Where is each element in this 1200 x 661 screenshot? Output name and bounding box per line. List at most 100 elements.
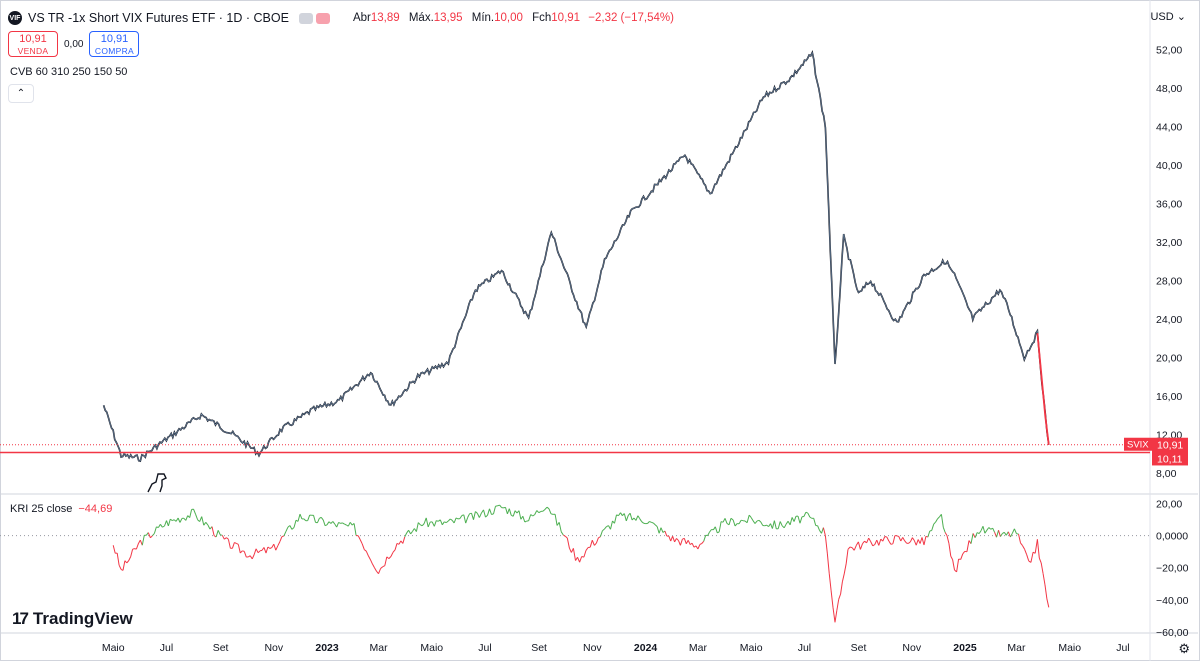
symbol-logo[interactable]: VIF [8,11,22,25]
price-tick-label: 20,00 [1156,352,1182,364]
oscillator-segment [986,527,990,531]
price-tick-label: 36,00 [1156,198,1182,210]
oscillator-segment [361,543,365,550]
oscillator-legend[interactable]: KRI 25 close −44,69 [10,503,112,515]
oscillator-segment [998,530,1001,537]
oscillator-segment [220,534,223,536]
oscillator-segment [463,514,467,524]
oscillator-segment [756,519,760,522]
chart-header: VIF VS TR -1x Short VIX Futures ETF · 1D… [8,7,674,29]
chevron-up-icon[interactable]: ⌃ [8,84,34,103]
oscillator-segment [679,539,683,546]
oscillator-segment [530,514,534,517]
buy-button[interactable]: 10,91 COMPRA [89,31,140,57]
oscillator-segment [994,532,997,538]
oscillator-segment [948,543,952,557]
oscillator-segment [676,538,679,541]
oscillator-segment [112,545,116,554]
sell-button[interactable]: 10,91 VENDA [8,31,58,57]
oscillator-segment [445,520,449,523]
time-tick-label: Nov [902,642,921,654]
oscillator-segment [265,546,269,554]
oscillator-segment [668,535,672,542]
oscillator-segment [878,538,882,546]
oscillator-segment [942,527,946,533]
eye-toggle-icon[interactable] [298,12,313,24]
line-price-box [1152,451,1188,466]
oscillator-segment [394,543,398,550]
oscillator-segment [1044,584,1048,599]
oscillator-segment [857,541,861,550]
oscillator-segment [349,522,353,526]
oscillator-segment [226,537,229,540]
oscillator-segment [595,537,599,544]
oscillator-segment [616,514,619,517]
oscillator-segment [205,521,209,526]
oscillator-segment [402,536,406,544]
oscillator-segment [147,532,151,538]
oscillator-segment [614,514,617,524]
oscillator-segment [577,557,581,563]
oscillator-segment [1042,573,1046,585]
time-tick-label: Mar [689,642,708,654]
oscillator-segment [134,548,137,550]
oscillator-segment [771,520,775,529]
oscillator-segment [431,521,435,527]
oscillator-segment [122,560,126,571]
oscillator-segment [976,532,980,535]
oscillator-segment [845,549,849,564]
oscillator-segment [960,553,964,560]
symbol-title[interactable]: VS TR -1x Short VIX Futures ETF · 1D · C… [28,11,289,25]
oscillator-segment [575,556,578,561]
oscillator-segment [1013,528,1017,534]
approx-icon[interactable] [315,12,330,24]
oscillator-segment [179,518,183,523]
buy-price: 10,91 [100,33,129,45]
oscillator-segment [859,543,863,550]
oscillator-segment [629,513,633,521]
oscillator-segment [255,548,259,553]
oscillator-segment [467,513,471,518]
oscillator-segment [152,533,155,537]
brand-name: TradingView [32,609,133,628]
oscillator-segment [568,547,572,553]
oscillator-segment [307,514,311,521]
oscillator-segment [269,547,273,549]
tradingview-logo[interactable]: 17 TradingView [12,609,133,629]
main-indicator-label[interactable]: CVB 60 310 250 150 50 [10,66,128,78]
oscillator-segment [277,541,281,547]
chevron-down-icon: ⌄ [1176,11,1186,23]
oscillator-segment [836,599,840,611]
oscillator-segment [714,526,718,534]
oscillator-segment [770,523,773,529]
oscillator-segment [758,519,762,523]
oscillator-segment [201,516,205,526]
oscillator-segment [843,563,847,574]
oscillator-segment [649,521,652,523]
oscillator-segment [591,540,595,546]
oscillator-segment [896,535,899,537]
oscillator-segment [544,506,548,510]
oscillator-segment [654,524,658,527]
oscillator-segment [940,514,944,528]
oscillator-segment [223,537,227,540]
oscillator-segment [888,540,892,545]
sell-price: 10,91 [19,33,47,45]
oscillator-segment [982,526,986,534]
oscillator-segment [572,548,576,561]
oscillator-segment [185,515,189,521]
oscillator-segment [396,542,400,545]
oscillator-segment [156,526,159,528]
oscillator-segment [175,517,179,522]
gear-icon[interactable]: ⚙ [1178,641,1190,656]
oscillator-segment [475,511,478,514]
time-tick-label: 2023 [315,642,339,654]
oscillator-segment [817,525,820,531]
currency-selector[interactable]: USD ⌄ [1150,10,1186,23]
oscillator-segment [933,521,936,525]
oscillator-segment [908,541,911,544]
oscillator-segment [841,573,845,582]
last-price-box [1152,437,1188,452]
oscillator-segment [687,540,691,545]
